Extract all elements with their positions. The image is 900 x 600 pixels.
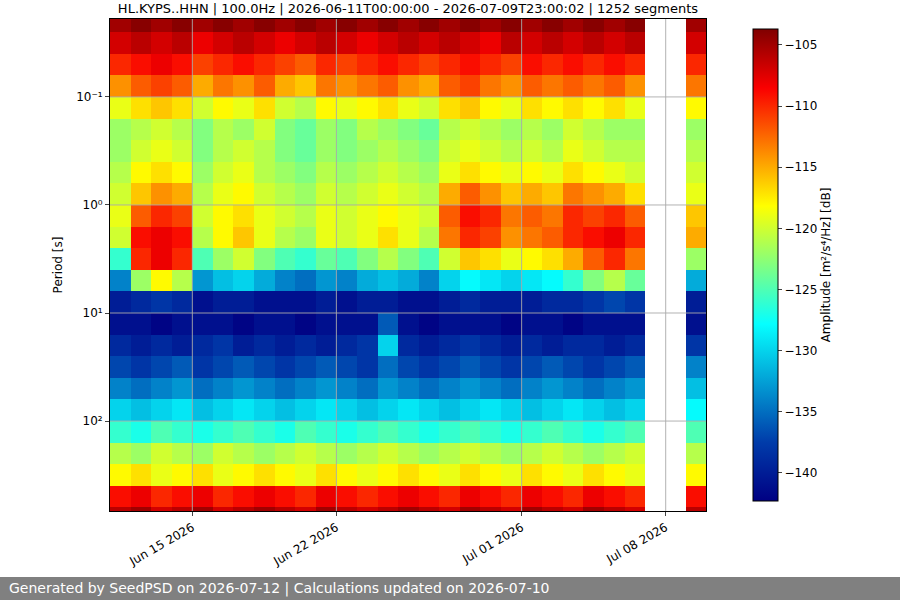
svg-text:−135: −135 — [784, 405, 817, 419]
svg-text:−125: −125 — [784, 283, 817, 297]
svg-text:10¹: 10¹ — [83, 306, 103, 320]
svg-text:−105: −105 — [784, 38, 817, 52]
svg-text:Jul 08 2026: Jul 08 2026 — [604, 520, 671, 567]
svg-text:Jun 15 2026: Jun 15 2026 — [126, 520, 196, 569]
svg-text:Amplitude [m²/s⁴/Hz] [dB]: Amplitude [m²/s⁴/Hz] [dB] — [819, 188, 833, 343]
svg-text:Period [s]: Period [s] — [51, 237, 65, 294]
svg-text:−110: −110 — [784, 99, 817, 113]
svg-text:Jul 01 2026: Jul 01 2026 — [459, 520, 526, 567]
svg-text:HL.KYPS..HHN | 100.0Hz | 2026-: HL.KYPS..HHN | 100.0Hz | 2026-06-11T00:0… — [118, 1, 698, 16]
svg-text:−115: −115 — [784, 160, 817, 174]
svg-text:10⁰: 10⁰ — [83, 198, 103, 212]
svg-text:−140: −140 — [784, 466, 817, 480]
svg-text:10⁻¹: 10⁻¹ — [76, 90, 103, 104]
svg-text:10²: 10² — [83, 414, 103, 428]
html-text:Generated by SeedPSD on 2026-0: Generated by SeedPSD on 2026-07-12 | Cal… — [9, 580, 550, 596]
svg-text:Jun 22 2026: Jun 22 2026 — [271, 520, 341, 569]
svg-text:−120: −120 — [784, 222, 817, 236]
svg-text:−130: −130 — [784, 344, 817, 358]
